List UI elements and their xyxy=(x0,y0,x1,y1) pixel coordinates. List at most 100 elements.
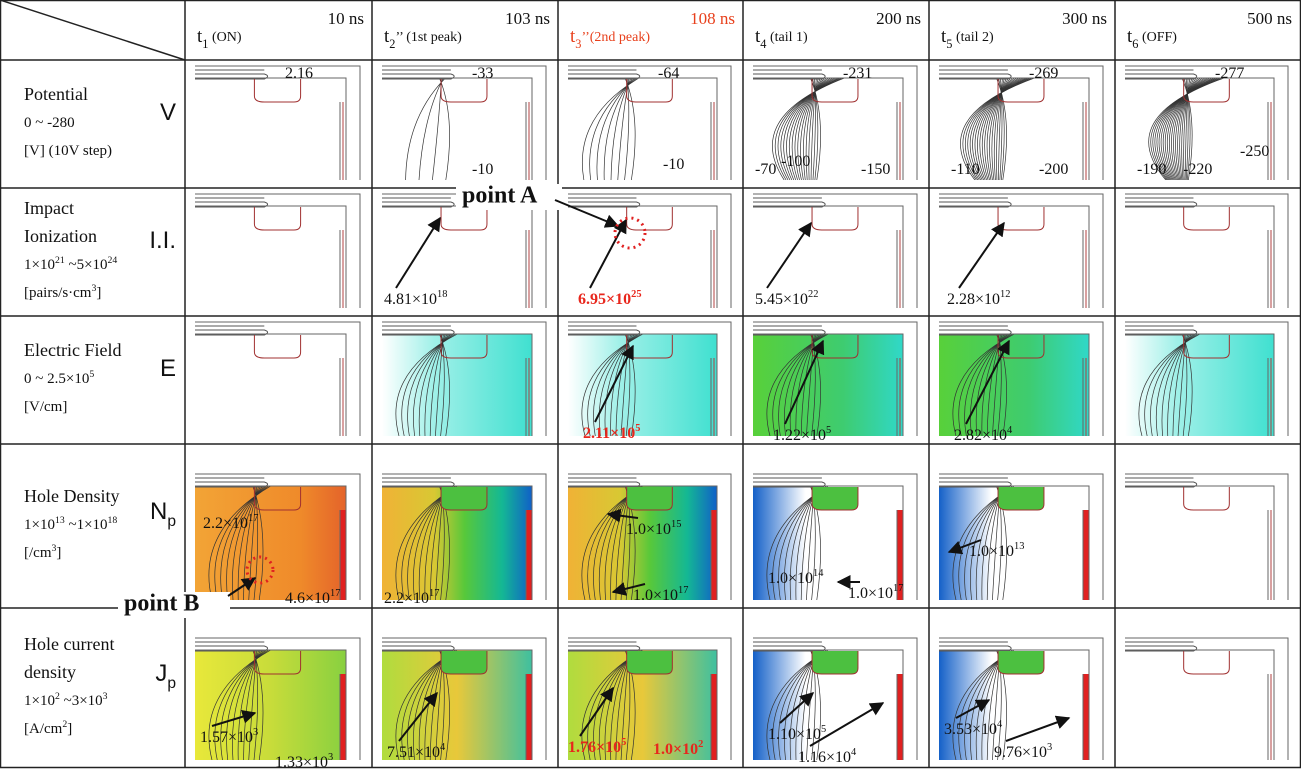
text-run: 2.2×10 xyxy=(384,590,429,607)
row-label: 0 ~ 2.5×105 xyxy=(24,369,94,388)
well xyxy=(812,487,858,510)
annotation: -220 xyxy=(1183,161,1212,178)
text-run: 1.0×10 xyxy=(633,587,678,604)
column-time: 10 ns xyxy=(328,9,364,28)
text-run: 1.0×10 xyxy=(848,585,893,602)
superscript: 25 xyxy=(631,289,641,300)
text-run: 2.2×10 xyxy=(203,515,248,532)
superscript: 5 xyxy=(89,369,94,380)
column-time: 300 ns xyxy=(1062,9,1107,28)
annotation: 7.51×104 xyxy=(387,742,446,761)
annotation: 1.76×105 xyxy=(568,737,626,756)
superscript: 3 xyxy=(328,752,333,763)
text-run: 1×10 xyxy=(24,517,55,533)
row-label: Potential xyxy=(24,84,88,104)
text-run: 1.76×10 xyxy=(568,739,621,756)
text-run: 1×10 xyxy=(24,257,55,273)
sim-area xyxy=(195,334,346,436)
text-run: 2.16 xyxy=(285,65,313,82)
annotation: 1.10×105 xyxy=(768,724,826,743)
well xyxy=(627,651,673,674)
row-symbol: V xyxy=(160,99,176,126)
superscript: 14 xyxy=(813,568,824,579)
superscript: 4 xyxy=(440,742,446,753)
text-run: J xyxy=(155,661,167,688)
text-run: ’’ (1st peak) xyxy=(395,30,462,45)
text-run: 4.6×10 xyxy=(285,590,330,607)
well xyxy=(441,651,487,674)
text-run: I.I. xyxy=(149,227,176,254)
figure-table: t1 (ON)10 nst2’’ (1st peak)103 nst3’’(2n… xyxy=(0,0,1301,769)
text-run: V xyxy=(160,99,176,126)
annotation: -190 xyxy=(1137,161,1166,178)
subscript: p xyxy=(167,675,176,692)
column-time: 500 ns xyxy=(1247,9,1292,28)
text-run: 1.0×10 xyxy=(626,521,671,538)
superscript: 5 xyxy=(621,737,626,748)
sim-area xyxy=(568,78,717,180)
row-label: Ionization xyxy=(24,226,97,246)
annotation: -200 xyxy=(1039,161,1068,178)
text-run: ’’(2nd peak) xyxy=(581,30,650,45)
text-run: ~5×10 xyxy=(65,257,108,273)
callout-point-a: point A xyxy=(462,183,538,209)
text-run: ] xyxy=(96,285,101,301)
annotation: 1.0×1017 xyxy=(633,585,688,604)
text-run: 2.11×10 xyxy=(583,425,635,442)
text-run: -70 xyxy=(755,161,776,178)
text-run: -110 xyxy=(951,161,980,178)
annotation: -269 xyxy=(1029,65,1058,82)
annotation: 1.33×103 xyxy=(275,752,333,769)
text-run: (tail 2) xyxy=(952,30,994,45)
superscript: 13 xyxy=(1014,541,1024,552)
text-run: 1.33×10 xyxy=(275,754,328,769)
text-run: [V/cm] xyxy=(24,399,67,415)
annotation: 1.57×103 xyxy=(200,727,258,746)
superscript: 24 xyxy=(108,255,118,266)
text-run: [V] (10V step) xyxy=(24,143,112,159)
column-time: 103 ns xyxy=(505,9,550,28)
corner-diagonal xyxy=(0,0,185,60)
text-run: 9.76×10 xyxy=(994,744,1047,761)
annotation: 4.6×1017 xyxy=(285,588,340,607)
text-run: Potential xyxy=(24,84,88,104)
superscript: 4 xyxy=(997,719,1003,730)
sim-area xyxy=(195,206,346,308)
annotation: 2.2×1017 xyxy=(384,588,439,607)
row-label: Impact xyxy=(24,198,74,218)
row-label: 1×102 ~3×103 xyxy=(24,691,108,710)
text-run: 0 ~ -280 xyxy=(24,115,75,131)
superscript: 18 xyxy=(437,289,447,300)
sim-area xyxy=(1125,486,1274,600)
column-label: t1 (ON) xyxy=(197,26,242,50)
annotation: -250 xyxy=(1240,143,1269,160)
text-run: 1.16×10 xyxy=(798,749,851,766)
sim-area xyxy=(195,78,346,180)
text-run: (ON) xyxy=(208,30,241,45)
annotation: -64 xyxy=(658,65,679,82)
superscript: 22 xyxy=(808,289,818,300)
superscript: 3 xyxy=(1047,742,1052,753)
superscript: 17 xyxy=(248,513,258,524)
row-label: [V] (10V step) xyxy=(24,143,112,159)
well xyxy=(441,487,487,510)
text-run: 6.95×10 xyxy=(578,291,631,308)
text-run: ~1×10 xyxy=(65,517,108,533)
text-run: 3.53×10 xyxy=(944,721,997,738)
column-time: 108 ns xyxy=(690,9,735,28)
text-run: -269 xyxy=(1029,65,1058,82)
text-run: 1.0×10 xyxy=(768,570,813,587)
row-symbol: E xyxy=(160,355,176,382)
superscript: 4 xyxy=(851,747,857,758)
text-run: density xyxy=(24,662,76,682)
text-run: -220 xyxy=(1183,161,1212,178)
text-run: 2.28×10 xyxy=(947,291,1000,308)
row-symbol: Jp xyxy=(155,661,176,692)
annotation: 1.16×104 xyxy=(798,747,857,766)
text-run: 1.22×10 xyxy=(773,427,826,444)
superscript: 15 xyxy=(671,519,681,530)
superscript: 13 xyxy=(55,515,65,526)
annotation: -33 xyxy=(472,65,493,82)
annotation: 1.0×102 xyxy=(653,739,703,758)
text-run: E xyxy=(160,355,176,382)
